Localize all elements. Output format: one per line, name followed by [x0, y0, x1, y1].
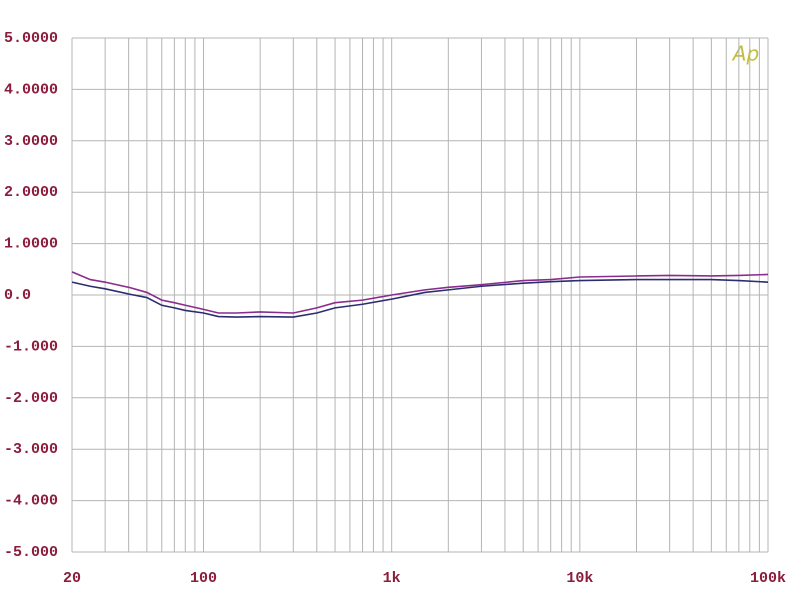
y-tick-label: 0.0 [4, 287, 31, 304]
x-tick-label: 10k [566, 570, 593, 587]
x-tick-label: 100 [190, 570, 217, 587]
y-tick-label: -4.000 [4, 493, 58, 510]
x-tick-label: 20 [63, 570, 81, 587]
data-line [71, 271, 769, 314]
x-tick-label: 100k [750, 570, 786, 587]
y-tick-label: 4.0000 [4, 81, 58, 98]
y-tick-label: 3.0000 [4, 133, 58, 150]
y-tick-label: 2.0000 [4, 184, 58, 201]
y-tick-label: -2.000 [4, 390, 58, 407]
data-line [71, 278, 769, 318]
y-tick-label: -5.000 [4, 544, 58, 561]
y-tick-label: -3.000 [4, 441, 58, 458]
y-tick-label: 1.0000 [4, 236, 58, 253]
logo: Ap [731, 42, 759, 66]
y-tick-label: -1.000 [4, 338, 58, 355]
x-tick-label: 1k [383, 570, 401, 587]
y-tick-label: 5.0000 [4, 30, 58, 47]
